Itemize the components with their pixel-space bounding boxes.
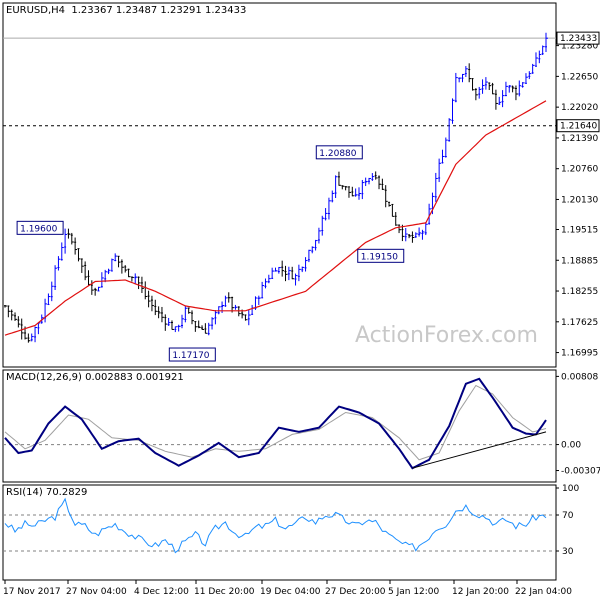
price-panel-frame <box>2 2 557 368</box>
price-annotation-label: 1.17170 <box>172 351 209 361</box>
last-price-label: 1.23433 <box>560 34 597 44</box>
macd-panel-frame <box>2 369 557 483</box>
price-axis-tick-label: 1.18255 <box>561 287 598 297</box>
macd-axis-tick-label: 0.00808 <box>561 372 598 382</box>
price-axis-tick-label: 1.20130 <box>561 195 598 205</box>
level-line-label-box <box>556 119 600 133</box>
price-axis-tick-label: 1.19515 <box>561 225 598 235</box>
price-axis-tick-label: 1.23280 <box>561 42 598 52</box>
price-annotation-box <box>168 347 216 362</box>
last-price-label-box <box>556 31 600 45</box>
candles-group <box>4 32 548 343</box>
rsi-line <box>4 497 547 554</box>
macd-axis-tick-label: 0.00 <box>561 441 581 451</box>
price-annotation-label: 1.20880 <box>319 149 356 159</box>
price-annotation-label: 1.19150 <box>361 252 398 262</box>
price-axis-tick-label: 1.22020 <box>561 103 598 113</box>
macd-trendline <box>412 431 547 469</box>
rsi-panel-frame <box>2 484 557 581</box>
price-annotation-box <box>16 220 64 235</box>
macd-axis-tick-label: -0.003078 <box>561 467 600 477</box>
rsi-axis-tick-label: 30 <box>562 547 574 557</box>
rsi-axis-tick-label: 100 <box>562 484 579 494</box>
x-axis-tick-label: 4 Dec 12:00 <box>134 587 189 597</box>
price-axis-tick-label: 1.22650 <box>561 72 598 82</box>
price-axis-tick-label: 1.20760 <box>561 165 598 175</box>
x-axis-tick-label: 17 Nov 2017 <box>3 587 61 597</box>
x-axis-tick-label: 22 Jan 04:00 <box>515 587 572 597</box>
price-annotation: 1.19150 <box>357 248 405 263</box>
price-annotation: 1.17170 <box>168 347 216 362</box>
x-axis-tick-label: 27 Dec 20:00 <box>325 587 386 597</box>
x-axis-tick-label: 19 Dec 04:00 <box>260 587 321 597</box>
macd-line <box>4 377 547 470</box>
macd-panel-header: MACD(12,26,9) 0.002883 0.001921 <box>6 372 184 383</box>
price-panel-header: EURUSD,H4 1.23367 1.23487 1.23291 1.2343… <box>6 5 247 16</box>
x-axis-tick-label: 5 Jan 12:00 <box>388 587 440 597</box>
price-annotation-label: 1.19600 <box>20 224 57 234</box>
x-axis-tick-label: 11 Dec 20:00 <box>194 587 255 597</box>
watermark: ActionForex.com <box>355 323 538 348</box>
moving-average-line <box>4 100 547 336</box>
price-annotation-box <box>357 248 405 263</box>
rsi-axis-tick-label: 70 <box>562 511 574 521</box>
x-axis-tick-label: 27 Nov 04:00 <box>66 587 127 597</box>
price-axis-tick-label: 1.17625 <box>561 318 598 328</box>
price-annotation: 1.20880 <box>315 145 363 160</box>
macd-signal-line <box>4 384 547 461</box>
price-axis-tick-label: 1.21390 <box>561 134 598 144</box>
price-annotation-box <box>315 145 363 160</box>
price-axis-tick-label: 1.16995 <box>561 349 598 359</box>
level-line-label: 1.21640 <box>560 122 597 132</box>
x-axis-tick-label: 12 Jan 20:00 <box>452 587 509 597</box>
price-axis-tick-label: 1.18885 <box>561 256 598 266</box>
price-annotation: 1.19600 <box>16 220 64 235</box>
rsi-panel-header: RSI(14) 70.2829 <box>6 487 88 498</box>
